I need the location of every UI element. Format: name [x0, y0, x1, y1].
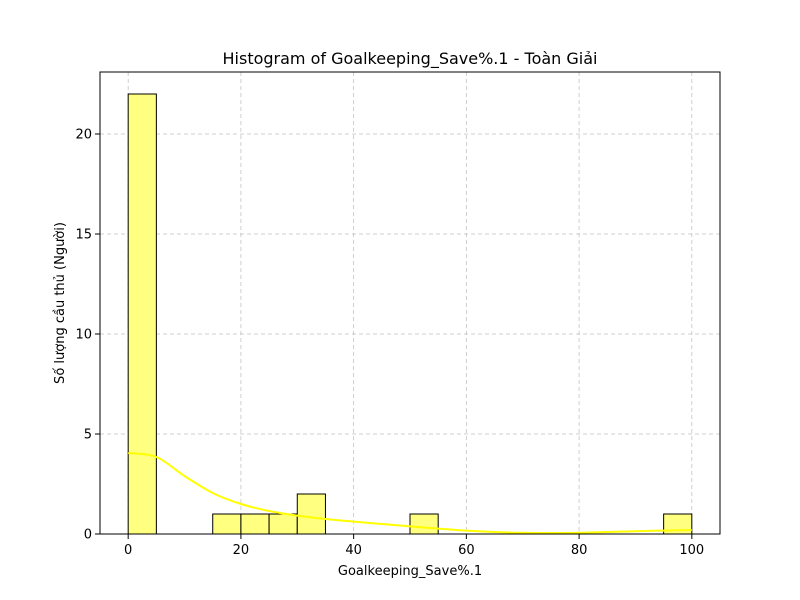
y-tick-label: 20: [75, 128, 92, 143]
x-axis-ticks: 0 20 40 60 80 100: [124, 534, 704, 558]
x-tick-label: 20: [233, 543, 250, 558]
y-tick-label: 15: [75, 228, 92, 243]
x-tick-label: 40: [345, 543, 362, 558]
histogram-bar: [240, 513, 270, 535]
y-axis-ticks: 0 5 10 15 20: [75, 128, 100, 543]
y-tick-label: 0: [84, 528, 92, 543]
histogram-bar: [296, 493, 326, 535]
histogram-bar: [212, 513, 242, 535]
kde-curve: [128, 452, 692, 535]
x-tick-label: 80: [571, 543, 588, 558]
x-tick-label: 60: [458, 543, 475, 558]
histogram-bar: [268, 513, 298, 535]
y-tick-label: 10: [75, 328, 92, 343]
histogram-bars: [127, 93, 693, 535]
y-axis-title: Số lượng cầu thủ (Người): [53, 222, 68, 384]
x-tick-label: 100: [679, 543, 704, 558]
plot-frame: [99, 71, 721, 535]
histogram-bar: [409, 513, 439, 535]
y-tick-label: 5: [84, 428, 92, 443]
x-axis-title: Goalkeeping_Save%.1: [338, 564, 482, 579]
grid: [100, 72, 720, 535]
x-tick-label: 0: [124, 543, 132, 558]
histogram-bar: [127, 93, 157, 535]
kde-curve-layer: [128, 452, 692, 535]
chart-title: Histogram of Goalkeeping_Save%.1 - Toàn …: [223, 49, 598, 69]
